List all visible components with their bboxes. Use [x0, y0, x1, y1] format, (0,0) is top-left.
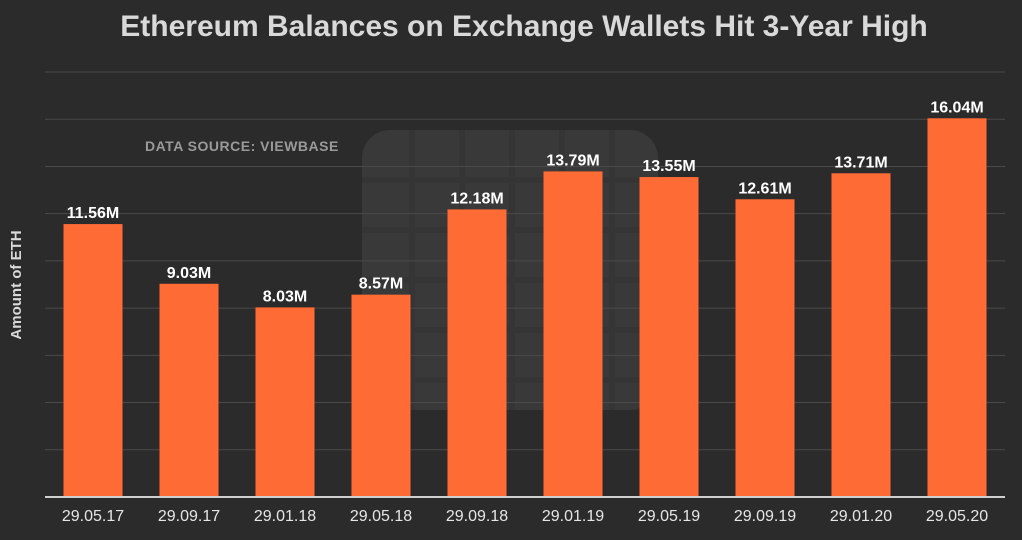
bar-29.05.19 — [639, 177, 699, 497]
y-axis-label: Amount of ETH — [8, 230, 25, 339]
data-label: 9.03M — [167, 265, 211, 282]
bar-29.05.18 — [351, 294, 411, 497]
bar-29.01.18 — [255, 307, 315, 497]
x-tick-label: 29.01.20 — [830, 508, 892, 525]
x-tick-label: 29.09.18 — [446, 508, 508, 525]
x-tick-label: 29.09.17 — [158, 508, 220, 525]
data-source-note: DATA SOURCE: VIEWBASE — [145, 138, 339, 154]
bar-29.09.18 — [447, 209, 507, 497]
data-label: 11.56M — [67, 205, 119, 222]
bar-29.09.19 — [735, 199, 795, 497]
bar-29.05.17 — [63, 224, 123, 498]
x-tick-label: 29.01.19 — [542, 508, 604, 525]
x-tick-labels: 29.05.17 29.09.17 29.01.18 29.05.18 29.09.18… — [62, 508, 988, 525]
data-label: 13.55M — [642, 158, 695, 175]
bar-29.01.20 — [831, 173, 891, 497]
data-label: 12.18M — [450, 190, 503, 207]
x-tick-label: 29.09.19 — [734, 508, 796, 525]
bar-29.09.17 — [159, 283, 219, 497]
data-label: 13.71M — [834, 154, 887, 171]
data-label: 16.04M — [930, 99, 983, 116]
data-labels: 11.56M 9.03M 8.03M 8.57M 12.18M 13.79M 13.55M 1… — [67, 99, 984, 305]
x-tick-label: 29.05.19 — [638, 508, 700, 525]
data-label: 8.57M — [359, 276, 403, 293]
x-tick-label: 29.01.18 — [254, 508, 316, 525]
data-label: 8.03M — [263, 288, 307, 305]
x-tick-label: 29.05.20 — [926, 508, 988, 525]
chart-title: Ethereum Balances on Exchange Wallets Hi… — [120, 10, 927, 43]
bar-29.01.19 — [543, 171, 603, 497]
bar-29.05.20 — [927, 118, 987, 498]
bars — [63, 118, 987, 498]
data-label: 13.79M — [546, 152, 599, 169]
x-tick-label: 29.05.18 — [350, 508, 412, 525]
x-tick-label: 29.05.17 — [62, 508, 124, 525]
data-label: 12.61M — [738, 180, 791, 197]
